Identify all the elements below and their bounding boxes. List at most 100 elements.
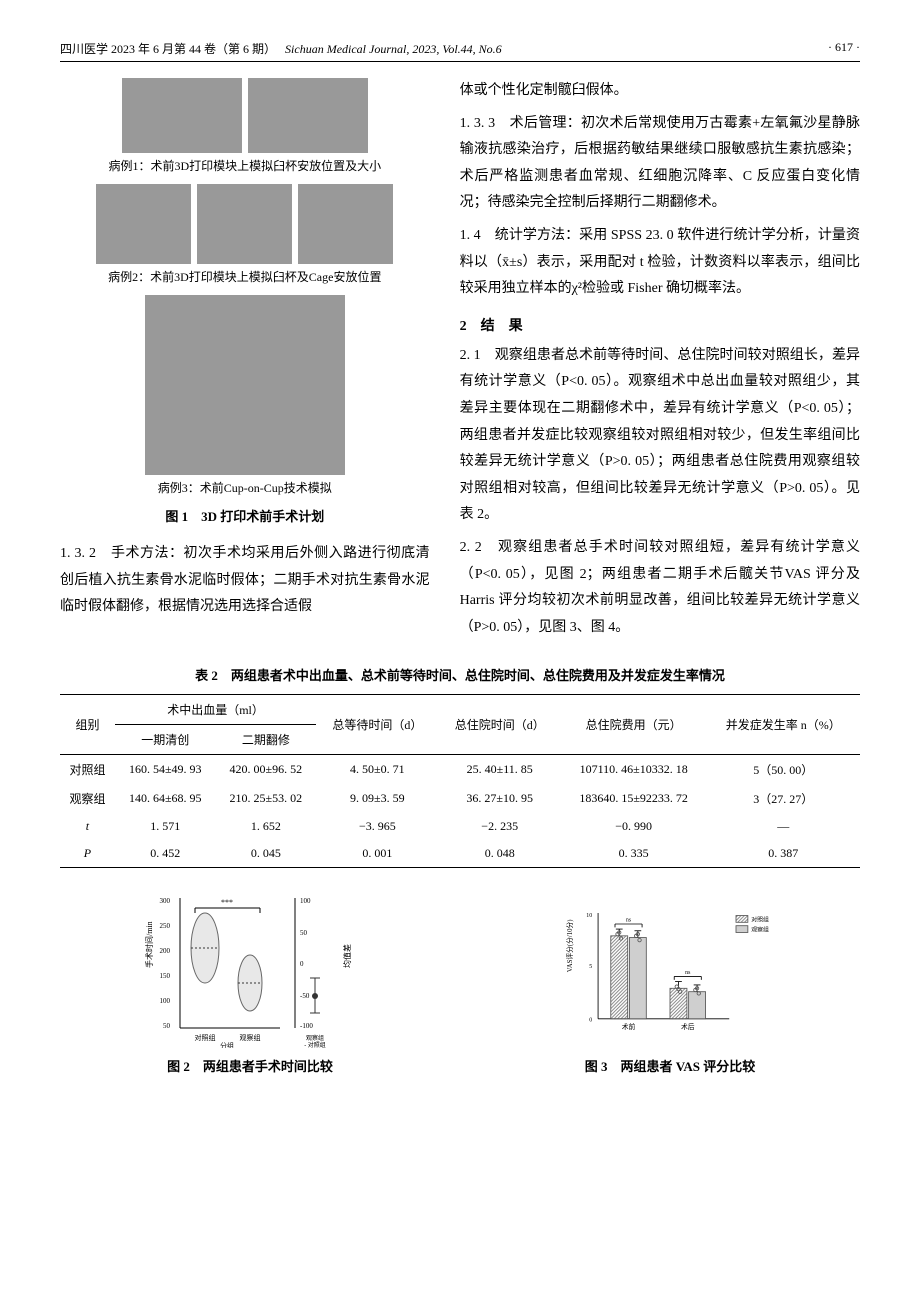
cell: 210. 25±53. 02 bbox=[216, 784, 317, 813]
cell: t bbox=[60, 813, 115, 840]
case2-img1 bbox=[96, 184, 191, 264]
svg-text:100: 100 bbox=[300, 897, 311, 905]
cell: −3. 965 bbox=[316, 813, 438, 840]
svg-text:观察组: 观察组 bbox=[306, 1034, 324, 1042]
cell: 观察组 bbox=[60, 784, 115, 813]
cell: P bbox=[60, 840, 115, 868]
th-wait: 总等待时间（d） bbox=[316, 695, 438, 755]
case3-caption: 病例3：术前Cup-on-Cup技术模拟 bbox=[60, 479, 430, 496]
cell: 对照组 bbox=[60, 755, 115, 785]
figure3-chart: VAS评分(分/10分) 10 5 0 ns ns 术前 术后 对照组 bbox=[560, 888, 780, 1048]
svg-text:***: *** bbox=[221, 898, 233, 907]
figure2-chart: 手术时间/min 300 250 200 150 100 50 *** 对照组 … bbox=[140, 888, 360, 1048]
para-1-3-3: 1. 3. 3 术后管理：初次术后常规使用万古霉素+左氧氟沙星静脉输液抗感染治疗… bbox=[460, 111, 860, 217]
figure2-title: 图 2 两组患者手术时间比较 bbox=[140, 1056, 360, 1075]
case3-images bbox=[60, 295, 430, 475]
svg-text:对照组: 对照组 bbox=[195, 1033, 216, 1042]
cell: −2. 235 bbox=[439, 813, 561, 840]
cell: 25. 40±11. 85 bbox=[439, 755, 561, 785]
journal-cn: 四川医学 2023 年 6 月第 44 卷（第 6 期） bbox=[60, 42, 270, 56]
svg-text:200: 200 bbox=[160, 947, 171, 955]
cell: 0. 001 bbox=[316, 840, 438, 868]
svg-text:150: 150 bbox=[160, 972, 171, 980]
table-row: 观察组 140. 64±68. 95 210. 25±53. 02 9. 09±… bbox=[60, 784, 860, 813]
svg-text:250: 250 bbox=[160, 922, 171, 930]
page-number: · 617 · bbox=[828, 40, 860, 57]
cell: 0. 452 bbox=[115, 840, 216, 868]
svg-text:- 对照组: - 对照组 bbox=[304, 1041, 326, 1048]
case1-img2 bbox=[248, 78, 368, 153]
svg-text:观察组: 观察组 bbox=[751, 926, 769, 934]
para-2-2: 2. 2 观察组患者总手术时间较对照组短，差异有统计学意义（P<0. 05），见… bbox=[460, 535, 860, 641]
figure3-title: 图 3 两组患者 VAS 评分比较 bbox=[560, 1056, 780, 1075]
th-cost: 总住院费用（元） bbox=[561, 695, 707, 755]
case1-caption: 病例1：术前3D打印模块上模拟臼杯安放位置及大小 bbox=[60, 157, 430, 174]
journal-en: Sichuan Medical Journal, 2023, Vol.44, N… bbox=[285, 42, 502, 56]
cell: 107110. 46±10332. 18 bbox=[561, 755, 707, 785]
journal-info: 四川医学 2023 年 6 月第 44 卷（第 6 期） Sichuan Med… bbox=[60, 40, 502, 57]
cell: — bbox=[706, 813, 860, 840]
th-stay: 总住院时间（d） bbox=[439, 695, 561, 755]
th-blood: 术中出血量（ml） bbox=[115, 695, 316, 725]
cell: 0. 387 bbox=[706, 840, 860, 868]
svg-text:50: 50 bbox=[300, 929, 308, 937]
svg-text:50: 50 bbox=[163, 1022, 171, 1030]
th-group: 组别 bbox=[60, 695, 115, 755]
right-column: 体或个性化定制髋臼假体。 1. 3. 3 术后管理：初次术后常规使用万古霉素+左… bbox=[460, 78, 860, 647]
svg-text:对照组: 对照组 bbox=[751, 916, 769, 924]
table-row-t: t 1. 571 1. 652 −3. 965 −2. 235 −0. 990 … bbox=[60, 813, 860, 840]
case2-img2 bbox=[197, 184, 292, 264]
table-row-p: P 0. 452 0. 045 0. 001 0. 048 0. 335 0. … bbox=[60, 840, 860, 868]
case1-images bbox=[60, 78, 430, 153]
svg-text:ns: ns bbox=[626, 918, 632, 924]
case2-caption: 病例2：术前3D打印模块上模拟臼杯及Cage安放位置 bbox=[60, 268, 430, 285]
cell: 420. 00±96. 52 bbox=[216, 755, 317, 785]
section-2-head: 2 结 果 bbox=[460, 315, 860, 335]
cell: 5（50. 00） bbox=[706, 755, 860, 785]
case2-img3 bbox=[298, 184, 393, 264]
th-blood-2: 二期翻修 bbox=[216, 725, 317, 755]
cell: 0. 045 bbox=[216, 840, 317, 868]
page-header: 四川医学 2023 年 6 月第 44 卷（第 6 期） Sichuan Med… bbox=[60, 40, 860, 62]
cell: 140. 64±68. 95 bbox=[115, 784, 216, 813]
svg-text:-100: -100 bbox=[300, 1022, 313, 1030]
figure2-box: 手术时间/min 300 250 200 150 100 50 *** 对照组 … bbox=[140, 888, 360, 1075]
svg-text:5: 5 bbox=[589, 964, 592, 970]
para-top-right: 体或个性化定制髋臼假体。 bbox=[460, 78, 860, 105]
svg-text:手术时间/min: 手术时间/min bbox=[144, 922, 154, 969]
cell: 3（27. 27） bbox=[706, 784, 860, 813]
svg-text:10: 10 bbox=[586, 914, 592, 920]
table2-title: 表 2 两组患者术中出血量、总术前等待时间、总住院时间、总住院费用及并发症发生率… bbox=[60, 665, 860, 684]
svg-text:300: 300 bbox=[160, 897, 171, 905]
figure1-title: 图 1 3D 打印术前手术计划 bbox=[60, 506, 430, 525]
cell: 0. 048 bbox=[439, 840, 561, 868]
cell: 183640. 15±92233. 72 bbox=[561, 784, 707, 813]
cell: 9. 09±3. 59 bbox=[316, 784, 438, 813]
svg-text:观察组: 观察组 bbox=[240, 1033, 261, 1042]
cell: 1. 571 bbox=[115, 813, 216, 840]
svg-text:0: 0 bbox=[589, 1018, 592, 1024]
cell: 1. 652 bbox=[216, 813, 317, 840]
th-blood-1: 一期清创 bbox=[115, 725, 216, 755]
table-row: 对照组 160. 54±49. 93 420. 00±96. 52 4. 50±… bbox=[60, 755, 860, 785]
para-1-3-2: 1. 3. 2 手术方法：初次手术均采用后外侧入路进行彻底清创后植入抗生素骨水泥… bbox=[60, 541, 430, 621]
figure3-box: VAS评分(分/10分) 10 5 0 ns ns 术前 术后 对照组 bbox=[560, 888, 780, 1075]
svg-text:分组: 分组 bbox=[220, 1041, 234, 1048]
case2-images bbox=[60, 184, 430, 264]
svg-text:0: 0 bbox=[300, 960, 304, 968]
svg-text:-50: -50 bbox=[300, 992, 310, 1000]
svg-text:术前: 术前 bbox=[622, 1022, 636, 1031]
para-1-4: 1. 4 统计学方法：采用 SPSS 23. 0 软件进行统计学分析，计量资料以… bbox=[460, 223, 860, 303]
svg-text:均值差: 均值差 bbox=[342, 944, 352, 968]
svg-text:100: 100 bbox=[160, 997, 171, 1005]
charts-row: 手术时间/min 300 250 200 150 100 50 *** 对照组 … bbox=[60, 888, 860, 1075]
svg-text:ns: ns bbox=[685, 970, 691, 976]
cell: 4. 50±0. 71 bbox=[316, 755, 438, 785]
cell: −0. 990 bbox=[561, 813, 707, 840]
cell: 160. 54±49. 93 bbox=[115, 755, 216, 785]
svg-text:VAS评分(分/10分): VAS评分(分/10分) bbox=[565, 920, 574, 973]
cell: 0. 335 bbox=[561, 840, 707, 868]
table2: 组别 术中出血量（ml） 总等待时间（d） 总住院时间（d） 总住院费用（元） … bbox=[60, 694, 860, 868]
left-column: 病例1：术前3D打印模块上模拟臼杯安放位置及大小 病例2：术前3D打印模块上模拟… bbox=[60, 78, 430, 647]
case3-img bbox=[145, 295, 345, 475]
